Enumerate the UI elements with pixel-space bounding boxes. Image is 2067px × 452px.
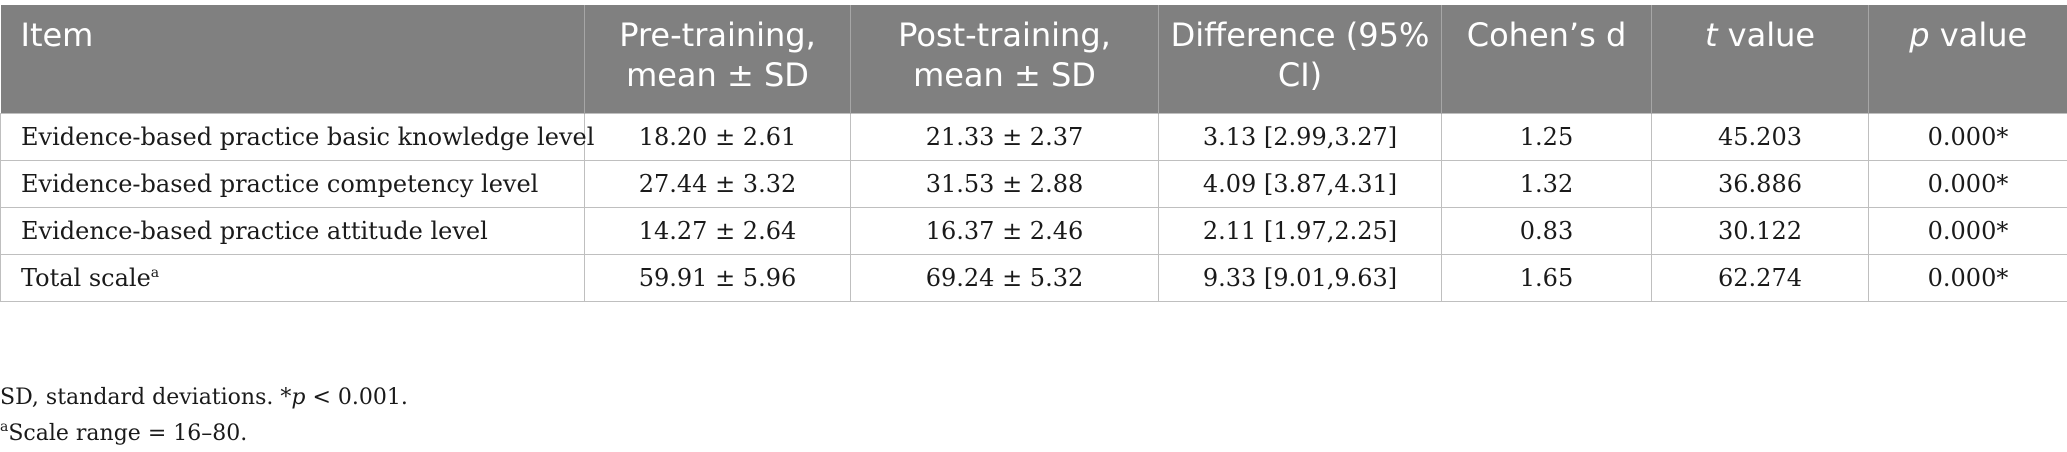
- footnote-p-symbol: p: [291, 385, 306, 410]
- footnote-text: < 0.001.: [305, 385, 408, 410]
- row-item: Evidence-based practice attitude level: [0, 206, 585, 255]
- footnote-scale-range: aScale range = 16–80.: [0, 416, 408, 452]
- row-t-value: 45.203: [1651, 112, 1869, 161]
- row-pre: 59.91 ± 5.96: [584, 253, 851, 302]
- row-pre: 27.44 ± 3.32: [584, 159, 851, 208]
- row-t-value: 62.274: [1651, 253, 1869, 302]
- results-table: Item Pre-training, mean ± SD Post-traini…: [0, 5, 2067, 302]
- row-t-value: 30.122: [1651, 206, 1869, 255]
- row-p-value: 0.000*: [1868, 159, 2067, 208]
- footnote-marker: a: [150, 264, 160, 281]
- table-header-row: Item Pre-training, mean ± SD Post-traini…: [0, 5, 2067, 113]
- table-row: Evidence-based practice competency level…: [0, 159, 2067, 208]
- row-diff: 2.11 [1.97,2.25]: [1158, 206, 1442, 255]
- footnote-text: Scale range = 16–80.: [8, 421, 248, 446]
- row-post: 16.37 ± 2.46: [850, 206, 1159, 255]
- row-diff: 9.33 [9.01,9.63]: [1158, 253, 1442, 302]
- row-post: 21.33 ± 2.37: [850, 112, 1159, 161]
- row-pre: 18.20 ± 2.61: [584, 112, 851, 161]
- row-cohens-d: 1.32: [1441, 159, 1652, 208]
- row-t-value: 36.886: [1651, 159, 1869, 208]
- footnote-abbreviations: SD, standard deviations. *p < 0.001.: [0, 380, 408, 416]
- row-post: 69.24 ± 5.32: [850, 253, 1159, 302]
- row-diff: 4.09 [3.87,4.31]: [1158, 159, 1442, 208]
- header-post-training: Post-training, mean ± SD: [850, 5, 1159, 113]
- row-diff: 3.13 [2.99,3.27]: [1158, 112, 1442, 161]
- row-p-value: 0.000*: [1868, 253, 2067, 302]
- row-p-value: 0.000*: [1868, 112, 2067, 161]
- row-cohens-d: 1.65: [1441, 253, 1652, 302]
- footnote-marker: a: [0, 419, 9, 435]
- row-item: Evidence-based practice basic knowledge …: [0, 112, 594, 161]
- header-difference: Difference (95% CI): [1158, 5, 1442, 113]
- row-pre: 14.27 ± 2.64: [584, 206, 851, 255]
- header-t-label: value: [1717, 16, 1816, 54]
- footnote-text: SD, standard deviations. *: [0, 385, 292, 410]
- header-t-symbol: t: [1704, 16, 1718, 54]
- results-table-container: Item Pre-training, mean ± SD Post-traini…: [0, 5, 2067, 302]
- row-post: 31.53 ± 2.88: [850, 159, 1159, 208]
- row-p-value: 0.000*: [1868, 206, 2067, 255]
- header-p-value: p value: [1868, 5, 2067, 113]
- table-row: Total scalea 59.91 ± 5.96 69.24 ± 5.32 9…: [0, 253, 2067, 302]
- row-item: Evidence-based practice competency level: [0, 159, 585, 208]
- header-pre-training: Pre-training, mean ± SD: [584, 5, 851, 113]
- table-footnotes: SD, standard deviations. *p < 0.001. aSc…: [0, 380, 408, 452]
- header-p-label: value: [1929, 16, 2028, 54]
- row-cohens-d: 0.83: [1441, 206, 1652, 255]
- header-item: Item: [0, 5, 585, 113]
- table-row: Evidence-based practice basic knowledge …: [0, 112, 2067, 161]
- table-row: Evidence-based practice attitude level 1…: [0, 206, 2067, 255]
- row-item: Total scalea: [0, 253, 585, 302]
- row-cohens-d: 1.25: [1441, 112, 1652, 161]
- row-item-label: Total scale: [21, 263, 151, 292]
- header-t-value: t value: [1651, 5, 1869, 113]
- header-p-symbol: p: [1909, 16, 1930, 54]
- header-cohens-d: Cohen’s d: [1441, 5, 1652, 113]
